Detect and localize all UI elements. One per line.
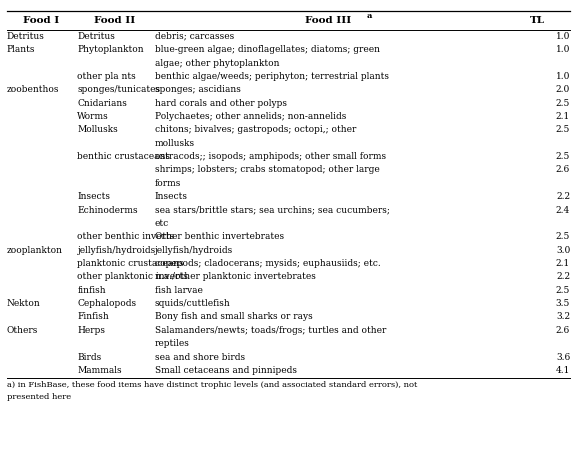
- Text: Food I: Food I: [22, 16, 59, 25]
- Text: Food II: Food II: [94, 16, 135, 25]
- Text: 2.2: 2.2: [556, 272, 570, 281]
- Text: 2.5: 2.5: [556, 232, 570, 241]
- Text: presented here: presented here: [7, 393, 71, 401]
- Text: forms: forms: [155, 179, 181, 188]
- Text: Echinoderms: Echinoderms: [77, 206, 138, 215]
- Text: benthic crustaceans: benthic crustaceans: [77, 152, 170, 161]
- Text: debris; carcasses: debris; carcasses: [155, 32, 234, 41]
- Text: Food III: Food III: [305, 16, 351, 25]
- Text: algae; other phytoplankton: algae; other phytoplankton: [155, 58, 279, 67]
- Text: Nekton: Nekton: [7, 299, 41, 308]
- Text: other pla nts: other pla nts: [77, 72, 136, 81]
- Text: 3.6: 3.6: [556, 352, 570, 361]
- Text: 1.0: 1.0: [556, 45, 570, 54]
- Text: 2.6: 2.6: [556, 165, 570, 174]
- Text: Insects: Insects: [77, 192, 111, 201]
- Text: 2.5: 2.5: [556, 125, 570, 135]
- Text: Phytoplankton: Phytoplankton: [77, 45, 144, 54]
- Text: 3.0: 3.0: [556, 246, 570, 255]
- Text: other benthic inverts: other benthic inverts: [77, 232, 175, 241]
- Text: Polychaetes; other annelids; non-annelids: Polychaetes; other annelids; non-annelid…: [155, 112, 346, 121]
- Text: Other benthic invertebrates: Other benthic invertebrates: [155, 232, 284, 241]
- Text: squids/cuttlefish: squids/cuttlefish: [155, 299, 230, 308]
- Text: sea stars/brittle stars; sea urchins; sea cucumbers;: sea stars/brittle stars; sea urchins; se…: [155, 206, 390, 215]
- Text: 2.5: 2.5: [556, 152, 570, 161]
- Text: Bony fish and small sharks or rays: Bony fish and small sharks or rays: [155, 313, 312, 322]
- Text: 2.6: 2.6: [556, 326, 570, 335]
- Text: copepods; cladocerans; mysids; euphausiids; etc.: copepods; cladocerans; mysids; euphausii…: [155, 259, 380, 268]
- Text: 1.0: 1.0: [556, 72, 570, 81]
- Text: chitons; bivalves; gastropods; octopi,; other: chitons; bivalves; gastropods; octopi,; …: [155, 125, 356, 135]
- Text: 4.1: 4.1: [556, 366, 570, 375]
- Text: jellyfish/hydroids: jellyfish/hydroids: [77, 246, 156, 255]
- Text: Insects: Insects: [155, 192, 188, 201]
- Text: Cnidarians: Cnidarians: [77, 99, 127, 108]
- Text: ostracods;; isopods; amphipods; other small forms: ostracods;; isopods; amphipods; other sm…: [155, 152, 386, 161]
- Text: 2.5: 2.5: [556, 99, 570, 108]
- Text: sponges; ascidians: sponges; ascidians: [155, 85, 241, 94]
- Text: Finfish: Finfish: [77, 313, 109, 322]
- Text: 2.4: 2.4: [556, 206, 570, 215]
- Text: etc: etc: [155, 219, 169, 228]
- Text: TL: TL: [529, 16, 545, 25]
- Text: 2.5: 2.5: [556, 286, 570, 295]
- Text: finfish: finfish: [77, 286, 106, 295]
- Text: Birds: Birds: [77, 352, 101, 361]
- Text: 2.1: 2.1: [556, 112, 570, 121]
- Text: Detritus: Detritus: [77, 32, 115, 41]
- Text: zoobenthos: zoobenthos: [7, 85, 60, 94]
- Text: Detritus: Detritus: [7, 32, 45, 41]
- Text: mollusks: mollusks: [155, 139, 195, 148]
- Text: Salamanders/newts; toads/frogs; turtles and other: Salamanders/newts; toads/frogs; turtles …: [155, 326, 386, 335]
- Text: Others: Others: [7, 326, 38, 335]
- Text: planktonic crustaceans: planktonic crustaceans: [77, 259, 184, 268]
- Text: a) in FishBase, these food items have distinct trophic levels (and associated st: a) in FishBase, these food items have di…: [7, 381, 417, 390]
- Text: shrimps; lobsters; crabs stomatopod; other large: shrimps; lobsters; crabs stomatopod; oth…: [155, 165, 379, 174]
- Text: Mammals: Mammals: [77, 366, 122, 375]
- Text: Plants: Plants: [7, 45, 36, 54]
- Text: 2.2: 2.2: [556, 192, 570, 201]
- Text: 3.5: 3.5: [556, 299, 570, 308]
- Text: reptiles: reptiles: [155, 339, 190, 348]
- Text: 2.1: 2.1: [556, 259, 570, 268]
- Text: n.a./other planktonic invertebrates: n.a./other planktonic invertebrates: [155, 272, 316, 281]
- Text: blue-green algae; dinoflagellates; diatoms; green: blue-green algae; dinoflagellates; diato…: [155, 45, 380, 54]
- Text: Cephalopods: Cephalopods: [77, 299, 136, 308]
- Text: other planktonic inverts: other planktonic inverts: [77, 272, 188, 281]
- Text: Small cetaceans and pinnipeds: Small cetaceans and pinnipeds: [155, 366, 297, 375]
- Text: 3.2: 3.2: [556, 313, 570, 322]
- Text: 2.0: 2.0: [556, 85, 570, 94]
- Text: a: a: [367, 12, 372, 20]
- Text: 1.0: 1.0: [556, 32, 570, 41]
- Text: hard corals and other polyps: hard corals and other polyps: [155, 99, 286, 108]
- Text: sea and shore birds: sea and shore birds: [155, 352, 245, 361]
- Text: Herps: Herps: [77, 326, 105, 335]
- Text: sponges/tunicates: sponges/tunicates: [77, 85, 160, 94]
- Text: jellyfish/hydroids: jellyfish/hydroids: [155, 246, 233, 255]
- Text: fish larvae: fish larvae: [155, 286, 203, 295]
- Text: benthic algae/weeds; periphyton; terrestrial plants: benthic algae/weeds; periphyton; terrest…: [155, 72, 388, 81]
- Text: Worms: Worms: [77, 112, 109, 121]
- Text: Mollusks: Mollusks: [77, 125, 118, 135]
- Text: zooplankton: zooplankton: [7, 246, 63, 255]
